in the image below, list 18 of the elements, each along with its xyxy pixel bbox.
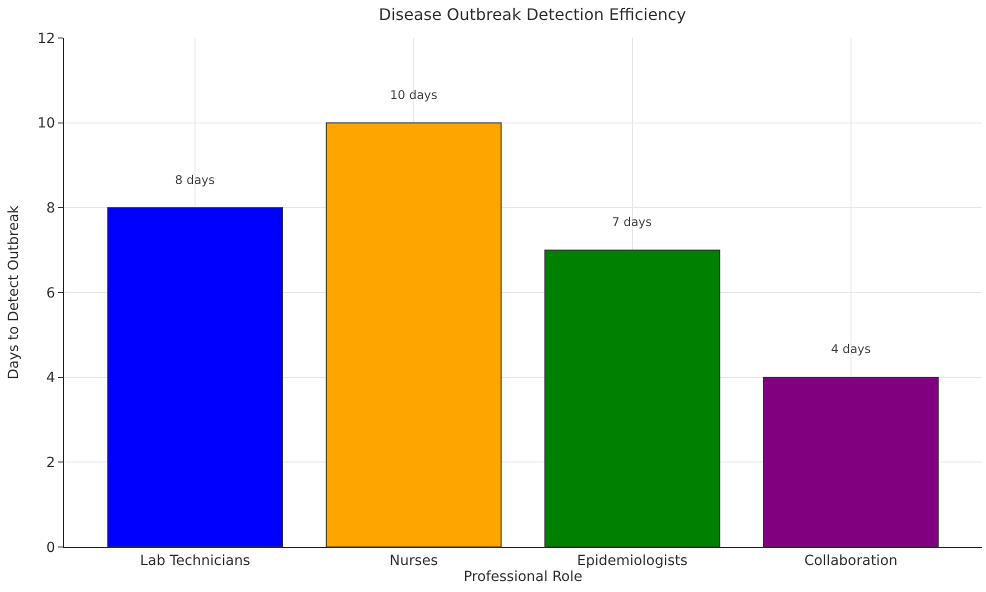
data-label: 7 days: [612, 215, 652, 229]
data-label: 10 days: [390, 88, 438, 102]
y-tick-label: 12: [37, 30, 56, 47]
x-tick-label: Collaboration: [804, 552, 898, 569]
data-label: 4 days: [831, 342, 871, 356]
x-tick-label: Nurses: [390, 552, 438, 569]
y-tick-label: 6: [46, 285, 56, 302]
y-tick-label: 10: [37, 116, 56, 132]
x-tick-label: Lab Technicians: [140, 552, 250, 569]
y-tick-label: 2: [46, 455, 56, 472]
chart-title: Disease Outbreak Detection Efficiency: [378, 5, 686, 24]
data-label: 8 days: [175, 173, 215, 187]
y-tick-label: 8: [46, 200, 56, 217]
y-axis-title: Days to Detect Outbreak: [6, 204, 22, 380]
y-tick-label: 4: [46, 370, 56, 386]
x-axis-title: Professional Role: [464, 568, 582, 585]
x-tick-label: Epidemiologists: [577, 552, 688, 569]
y-tick-label: 0: [46, 540, 56, 556]
